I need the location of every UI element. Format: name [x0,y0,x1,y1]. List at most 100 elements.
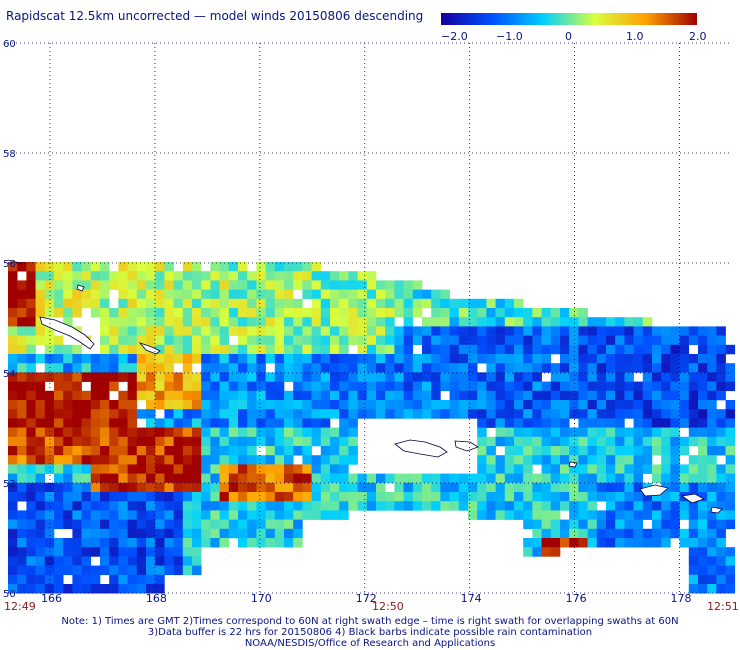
data-cell [403,390,414,401]
data-cell [173,436,184,447]
data-cell [587,482,598,493]
data-cell [164,436,174,447]
data-cell [468,492,478,502]
data-cell [633,473,644,484]
data-cell [366,492,377,502]
data-cell [72,501,82,511]
data-cell [532,381,542,392]
data-cell [468,298,478,309]
data-cell [348,289,358,300]
data-cell [247,271,257,281]
data-cell [348,390,358,401]
data-cell [394,344,404,355]
data-cell [716,344,726,355]
data-cell [44,390,55,401]
data-cell [17,372,27,382]
data-cell [486,335,496,346]
data-cell [8,482,18,493]
data-cell [560,455,570,465]
data-cell [357,344,368,355]
data-cell [339,289,349,300]
data-cell [8,262,18,272]
data-cell [376,501,386,511]
data-cell [357,501,368,511]
data-cell [72,528,82,539]
data-cell [90,473,101,484]
data-cell [293,372,303,382]
data-cell [624,409,634,419]
data-cell [247,473,257,484]
data-cell [238,317,248,327]
data-cell [164,409,174,419]
data-cell [330,354,340,364]
data-cell [422,335,432,346]
data-cell [504,446,515,456]
data-cell [725,473,736,484]
data-cell [633,335,644,346]
data-cell [118,344,128,355]
data-cell [330,510,340,520]
data-cell [311,427,322,438]
data-cell [431,381,441,392]
data-cell [569,363,579,373]
data-cell [422,298,432,309]
data-cell [422,492,432,502]
data-cell [164,271,174,281]
data-cell [54,538,64,548]
data-cell [385,390,395,401]
data-cell [118,574,128,585]
data-cell [35,271,46,281]
data-cell [26,528,36,539]
data-cell [164,492,174,502]
data-cell [330,446,340,456]
data-cell [403,372,414,382]
data-cell [504,308,515,318]
data-cell [320,354,331,364]
data-cell [707,538,717,548]
data-cell [81,574,92,585]
data-cell [320,363,331,373]
data-cell [624,519,634,530]
data-cell [100,280,110,290]
data-cell [403,326,414,336]
data-cell [578,326,588,336]
data-cell [652,436,662,447]
data-cell [477,326,487,336]
data-cell [707,473,717,484]
data-cell [100,418,110,428]
data-cell [100,482,110,493]
data-cell [716,446,726,456]
data-cell [348,280,358,290]
data-cell [504,344,515,355]
data-cell [431,344,441,355]
data-cell [173,528,184,539]
data-cell [54,354,64,364]
data-cell [569,446,579,456]
data-cell [606,390,616,401]
data-cell [311,372,322,382]
data-cell [192,262,202,272]
data-cell [698,528,708,539]
data-cell [412,501,423,511]
data-cell [63,427,73,438]
data-cell [90,400,101,410]
data-cell [624,538,634,548]
data-cell [550,528,561,539]
data-cell [173,556,184,566]
data-cell [146,381,156,392]
data-cell [155,289,165,300]
data-cell [716,510,726,520]
data-cell [136,317,147,327]
data-cell [274,289,285,300]
data-cell [642,427,653,438]
data-cell [173,565,184,576]
data-cell [642,326,653,336]
data-cell [210,528,220,539]
data-cell [35,381,46,392]
data-cell [615,317,625,327]
data-cell [100,510,110,520]
data-cell [8,390,18,401]
data-cell [219,455,230,465]
data-cell [247,464,257,474]
data-cell [201,372,211,382]
